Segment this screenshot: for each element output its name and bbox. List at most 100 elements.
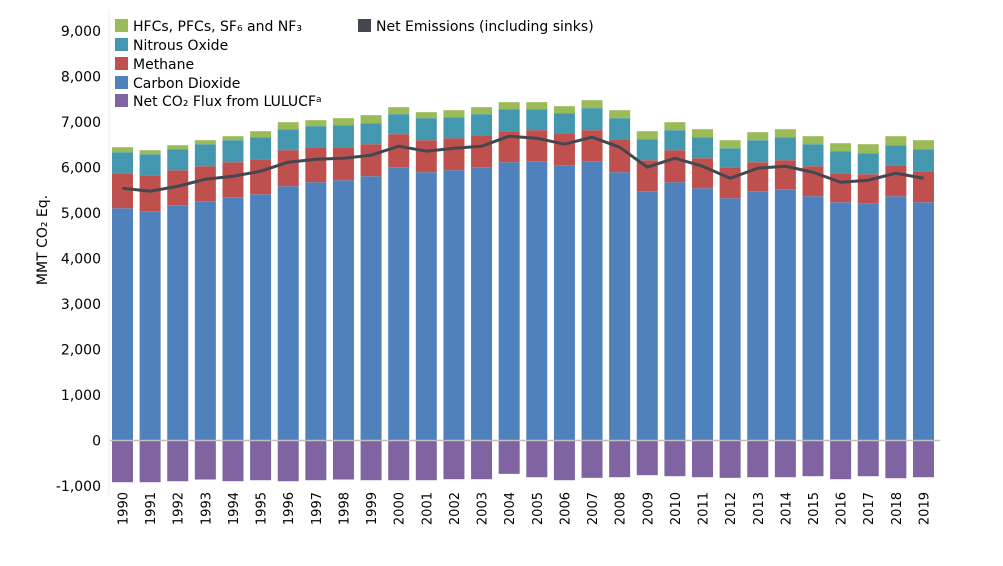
bar-nitrous-oxide-2012 [720,148,741,167]
bar-carbon-dioxide-1997 [305,182,326,440]
x-tick-label: 2003 [476,492,491,525]
bar-net-co-flux-from-lulucf-2016 [830,441,851,480]
bar-hfcs-pfcs-sf-and-nf--2013 [747,132,768,140]
bar-hfcs-pfcs-sf-and-nf--2010 [664,122,685,130]
bar-hfcs-pfcs-sf-and-nf--1993 [195,140,216,144]
x-tick-label: 2009 [641,492,656,525]
y-tick-label: 5,000 [61,206,101,222]
x-tick-label: 2001 [420,492,435,525]
x-tick-label: 1998 [337,492,352,525]
bar-carbon-dioxide-2005 [526,161,547,440]
bar-hfcs-pfcs-sf-and-nf--2008 [609,110,630,118]
bar-nitrous-oxide-1990 [112,152,133,173]
bar-hfcs-pfcs-sf-and-nf--2002 [443,110,464,117]
bar-methane-2014 [775,160,796,189]
bar-nitrous-oxide-2004 [499,109,520,131]
bar-carbon-dioxide-2013 [747,191,768,440]
bar-hfcs-pfcs-sf-and-nf--1992 [167,145,188,149]
legend-label: Carbon Dioxide [133,76,240,92]
bar-nitrous-oxide-1997 [305,126,326,147]
x-tick-label: 1995 [255,492,270,525]
bar-net-co-flux-from-lulucf-2017 [858,441,879,477]
bar-net-co-flux-from-lulucf-1999 [361,441,382,481]
bar-hfcs-pfcs-sf-and-nf--2014 [775,129,796,137]
bar-nitrous-oxide-2014 [775,137,796,160]
bar-hfcs-pfcs-sf-and-nf--2009 [637,131,658,139]
bar-net-co-flux-from-lulucf-2014 [775,441,796,478]
x-tick-label: 1997 [310,492,325,525]
x-tick-label: 1992 [172,492,187,525]
legend-label: Methane [133,57,194,73]
bar-net-co-flux-from-lulucf-1993 [195,441,216,480]
bar-hfcs-pfcs-sf-and-nf--2019 [913,140,934,149]
x-tick-label: 1990 [117,492,132,525]
bar-net-co-flux-from-lulucf-2013 [747,441,768,478]
legend-label: HFCs, PFCs, SF₆ and NF₃ [133,19,302,35]
bar-methane-1991 [140,175,161,211]
x-tick-label: 2015 [807,492,822,525]
x-tick-label: 1999 [365,492,380,525]
bar-methane-1990 [112,173,133,208]
bar-hfcs-pfcs-sf-and-nf--2016 [830,143,851,151]
bar-nitrous-oxide-2002 [443,117,464,138]
legend-item: Methane [115,57,194,73]
bar-hfcs-pfcs-sf-and-nf--1999 [361,115,382,123]
bar-hfcs-pfcs-sf-and-nf--2007 [582,100,603,108]
legend-label: Nitrous Oxide [133,38,228,54]
bar-hfcs-pfcs-sf-and-nf--1995 [250,131,271,137]
bar-net-co-flux-from-lulucf-2008 [609,441,630,478]
legend-item: Nitrous Oxide [115,38,228,54]
y-axis-ticks: -1,00001,0002,0003,0004,0005,0006,0007,0… [56,24,101,495]
bar-net-co-flux-from-lulucf-1996 [278,441,299,482]
bar-net-co-flux-from-lulucf-1997 [305,441,326,481]
bar-nitrous-oxide-1991 [140,154,161,175]
x-tick-label: 2006 [558,492,573,525]
bar-nitrous-oxide-1998 [333,125,354,147]
x-tick-label: 2007 [586,492,601,525]
bar-net-co-flux-from-lulucf-2011 [692,441,713,478]
bar-carbon-dioxide-2016 [830,202,851,440]
bar-carbon-dioxide-2014 [775,189,796,440]
x-tick-label: 2019 [917,492,932,525]
bar-carbon-dioxide-1999 [361,176,382,440]
bar-net-co-flux-from-lulucf-2015 [803,441,824,477]
bar-nitrous-oxide-2013 [747,140,768,162]
y-tick-label: 2,000 [61,343,101,359]
bar-hfcs-pfcs-sf-and-nf--2003 [471,107,492,114]
x-tick-label: 2014 [779,492,794,525]
bar-carbon-dioxide-2007 [582,161,603,440]
legend-swatch [358,19,371,32]
bar-hfcs-pfcs-sf-and-nf--2012 [720,140,741,148]
bar-net-co-flux-from-lulucf-1998 [333,441,354,480]
bar-methane-2001 [416,140,437,172]
x-tick-label: 2005 [531,492,546,525]
bar-carbon-dioxide-2001 [416,172,437,440]
bar-net-co-flux-from-lulucf-2005 [526,441,547,478]
bar-methane-2007 [582,130,603,161]
bar-methane-2016 [830,173,851,202]
bar-hfcs-pfcs-sf-and-nf--1990 [112,147,133,152]
bar-carbon-dioxide-2004 [499,162,520,440]
bar-methane-2003 [471,135,492,167]
bar-nitrous-oxide-2008 [609,118,630,139]
bar-hfcs-pfcs-sf-and-nf--2000 [388,107,409,114]
bar-carbon-dioxide-2010 [664,182,685,440]
bar-net-co-flux-from-lulucf-1994 [222,441,243,482]
bar-hfcs-pfcs-sf-and-nf--2006 [554,106,575,113]
y-tick-label: 8,000 [61,70,101,86]
legend-item: Carbon Dioxide [115,76,240,92]
bar-carbon-dioxide-2000 [388,167,409,440]
bar-methane-2018 [885,165,906,196]
legend-item: HFCs, PFCs, SF₆ and NF₃ [115,19,302,35]
bars-layer [112,100,934,482]
bar-nitrous-oxide-1995 [250,137,271,159]
bar-carbon-dioxide-1993 [195,201,216,440]
bar-carbon-dioxide-2011 [692,188,713,440]
bar-methane-2002 [443,138,464,170]
x-tick-label: 2010 [669,492,684,525]
bar-nitrous-oxide-1999 [361,123,382,144]
bar-net-co-flux-from-lulucf-2001 [416,441,437,481]
bar-carbon-dioxide-2002 [443,170,464,440]
bar-hfcs-pfcs-sf-and-nf--2011 [692,129,713,137]
